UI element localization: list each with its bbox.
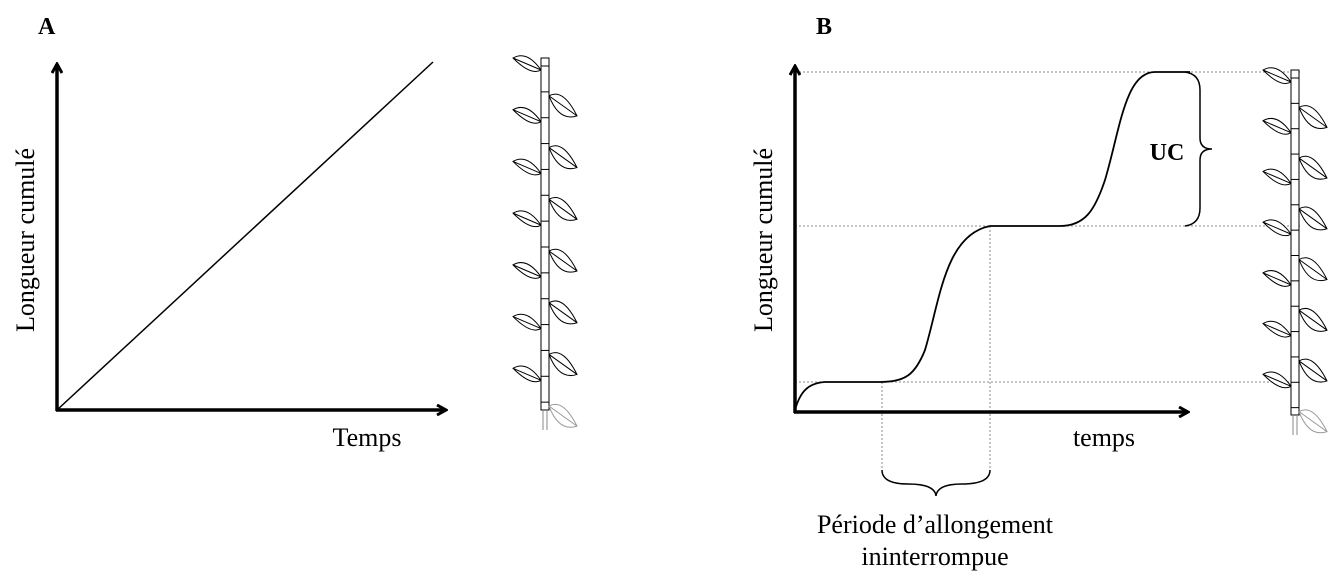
leaf xyxy=(549,94,577,117)
leaf xyxy=(1263,271,1291,287)
leaf xyxy=(549,404,577,427)
y-axis-label: Longueur cumulé xyxy=(749,148,778,332)
leaf xyxy=(549,301,577,324)
leaf xyxy=(1263,68,1291,84)
linear-curve xyxy=(57,62,433,410)
leaf xyxy=(513,211,541,227)
plant xyxy=(513,56,577,430)
stem xyxy=(541,58,549,410)
stepwise-curve xyxy=(795,72,1190,410)
leaf xyxy=(1263,372,1291,388)
leaf xyxy=(513,56,541,72)
leaf xyxy=(1299,359,1327,382)
leaf xyxy=(1299,258,1327,281)
leaf xyxy=(513,159,541,175)
leaf xyxy=(1299,207,1327,230)
y-axis-label: Longueur cumulé xyxy=(11,148,40,332)
leaf xyxy=(513,366,541,382)
leaf xyxy=(513,107,541,123)
leaf xyxy=(1299,410,1327,433)
panel-label: A xyxy=(38,14,56,40)
leaf xyxy=(549,198,577,221)
brace xyxy=(882,470,990,496)
brace xyxy=(1185,72,1212,226)
leaf xyxy=(1299,106,1327,129)
panel-label: B xyxy=(816,14,832,40)
leaf xyxy=(549,249,577,272)
leaf xyxy=(1263,118,1291,134)
figure: A Longueur cumulé Temps B Longueur cumul… xyxy=(0,0,1331,578)
period-label: ininterrompue xyxy=(861,542,1008,571)
period-label: Période d’allongement xyxy=(817,510,1054,539)
leaf xyxy=(1263,321,1291,337)
leaf xyxy=(1299,308,1327,331)
plant xyxy=(1263,68,1327,435)
leaf xyxy=(513,314,541,330)
x-axis-label: Temps xyxy=(333,423,402,452)
leaf xyxy=(1263,169,1291,185)
stem xyxy=(1291,70,1299,415)
unit-label: UC xyxy=(1150,140,1185,166)
leaf xyxy=(549,353,577,376)
leaf xyxy=(1263,220,1291,236)
leaf xyxy=(513,263,541,279)
x-axis-label: temps xyxy=(1073,423,1135,452)
leaf xyxy=(549,146,577,169)
leaf xyxy=(1299,156,1327,179)
